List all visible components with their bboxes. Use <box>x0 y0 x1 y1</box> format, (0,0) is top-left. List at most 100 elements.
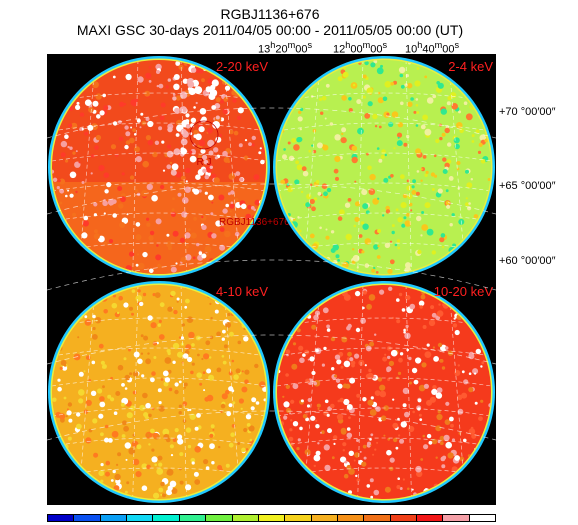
noise-spot <box>374 125 378 128</box>
noise-spot <box>400 202 407 209</box>
noise-spot <box>421 211 425 214</box>
noise-spot <box>358 234 363 238</box>
noise-spot <box>347 351 352 356</box>
noise-spot <box>209 443 215 450</box>
noise-spot <box>225 322 232 328</box>
noise-spot <box>158 319 162 323</box>
source-label: R J <box>197 157 212 168</box>
noise-spot <box>291 363 298 370</box>
noise-spot <box>398 357 403 363</box>
noise-spot <box>151 194 158 202</box>
noise-spot <box>374 333 377 336</box>
noise-spot <box>209 302 212 305</box>
noise-spot <box>343 360 351 368</box>
noise-spot <box>145 72 152 79</box>
noise-spot <box>415 357 422 364</box>
noise-spot <box>354 180 357 183</box>
noise-spot <box>103 172 110 178</box>
noise-spot <box>450 423 454 428</box>
noise-spot <box>349 377 356 384</box>
noise-spot <box>114 473 121 481</box>
noise-spot <box>292 421 299 427</box>
noise-spot <box>172 93 176 96</box>
noise-spot <box>230 201 234 205</box>
noise-spot <box>142 392 148 399</box>
noise-spot <box>230 432 235 438</box>
noise-spot <box>84 319 92 326</box>
noise-spot <box>83 409 89 414</box>
noise-spot <box>440 108 447 115</box>
noise-spot <box>166 164 172 170</box>
noise-spot <box>468 387 474 393</box>
ra-tick-label: 13h20m00s <box>258 40 313 56</box>
noise-spot <box>422 155 427 159</box>
noise-spot <box>251 143 255 147</box>
noise-spot <box>346 325 351 331</box>
noise-spot <box>180 256 187 263</box>
noise-spot <box>332 244 339 251</box>
noise-spot <box>223 344 228 349</box>
noise-spot <box>441 132 446 137</box>
noise-spot <box>139 404 146 411</box>
noise-spot <box>394 243 398 247</box>
noise-spot <box>124 125 129 130</box>
noise-spot <box>324 464 331 471</box>
noise-spot <box>60 152 66 158</box>
map-panel: 10-20 keV <box>273 281 495 503</box>
noise-spot <box>159 302 165 308</box>
noise-spot <box>57 386 62 392</box>
noise-spot <box>92 100 99 107</box>
noise-spot <box>335 254 340 259</box>
noise-spot <box>211 201 214 204</box>
noise-spot <box>480 399 484 403</box>
noise-spot <box>111 430 119 438</box>
noise-spot <box>389 240 393 243</box>
noise-spot <box>442 169 448 174</box>
noise-spot <box>409 303 416 310</box>
noise-spot <box>299 128 302 131</box>
noise-spot <box>315 419 318 422</box>
noise-spot <box>100 360 105 365</box>
noise-spot <box>138 262 145 270</box>
noise-spot <box>470 178 473 181</box>
noise-spot <box>140 112 144 116</box>
noise-spot <box>341 336 348 343</box>
noise-spot <box>156 468 164 475</box>
noise-spot <box>240 203 247 210</box>
grid-line <box>277 152 491 162</box>
noise-spot <box>112 121 118 126</box>
noise-spot <box>186 316 194 324</box>
noise-spot <box>362 444 367 449</box>
noise-spot <box>447 452 454 459</box>
noise-spot <box>249 185 252 188</box>
noise-spot <box>231 359 235 363</box>
colorbar-segment <box>337 515 365 521</box>
noise-spot <box>126 412 133 419</box>
noise-spot <box>286 353 289 357</box>
grid-line <box>52 242 266 252</box>
noise-spot <box>348 468 355 475</box>
noise-spot <box>330 230 335 234</box>
noise-spot <box>422 325 427 329</box>
colorbar-segment <box>100 515 128 521</box>
noise-spot <box>135 222 141 227</box>
noise-spot <box>331 367 335 371</box>
noise-spot <box>416 67 420 70</box>
noise-spot <box>345 233 352 241</box>
noise-spot <box>313 381 318 386</box>
noise-spot <box>167 306 173 312</box>
noise-spot <box>98 470 105 477</box>
noise-spot <box>376 441 379 444</box>
noise-spot <box>377 197 380 200</box>
noise-spot <box>374 448 377 451</box>
noise-spot <box>396 298 400 302</box>
noise-spot <box>179 180 185 187</box>
noise-spot <box>449 223 453 227</box>
noise-spot <box>400 101 404 106</box>
noise-spot <box>145 117 150 121</box>
noise-spot <box>237 107 244 114</box>
noise-spot <box>199 382 203 386</box>
noise-spot <box>373 489 380 496</box>
noise-spot <box>188 331 195 339</box>
noise-spot <box>384 153 387 157</box>
